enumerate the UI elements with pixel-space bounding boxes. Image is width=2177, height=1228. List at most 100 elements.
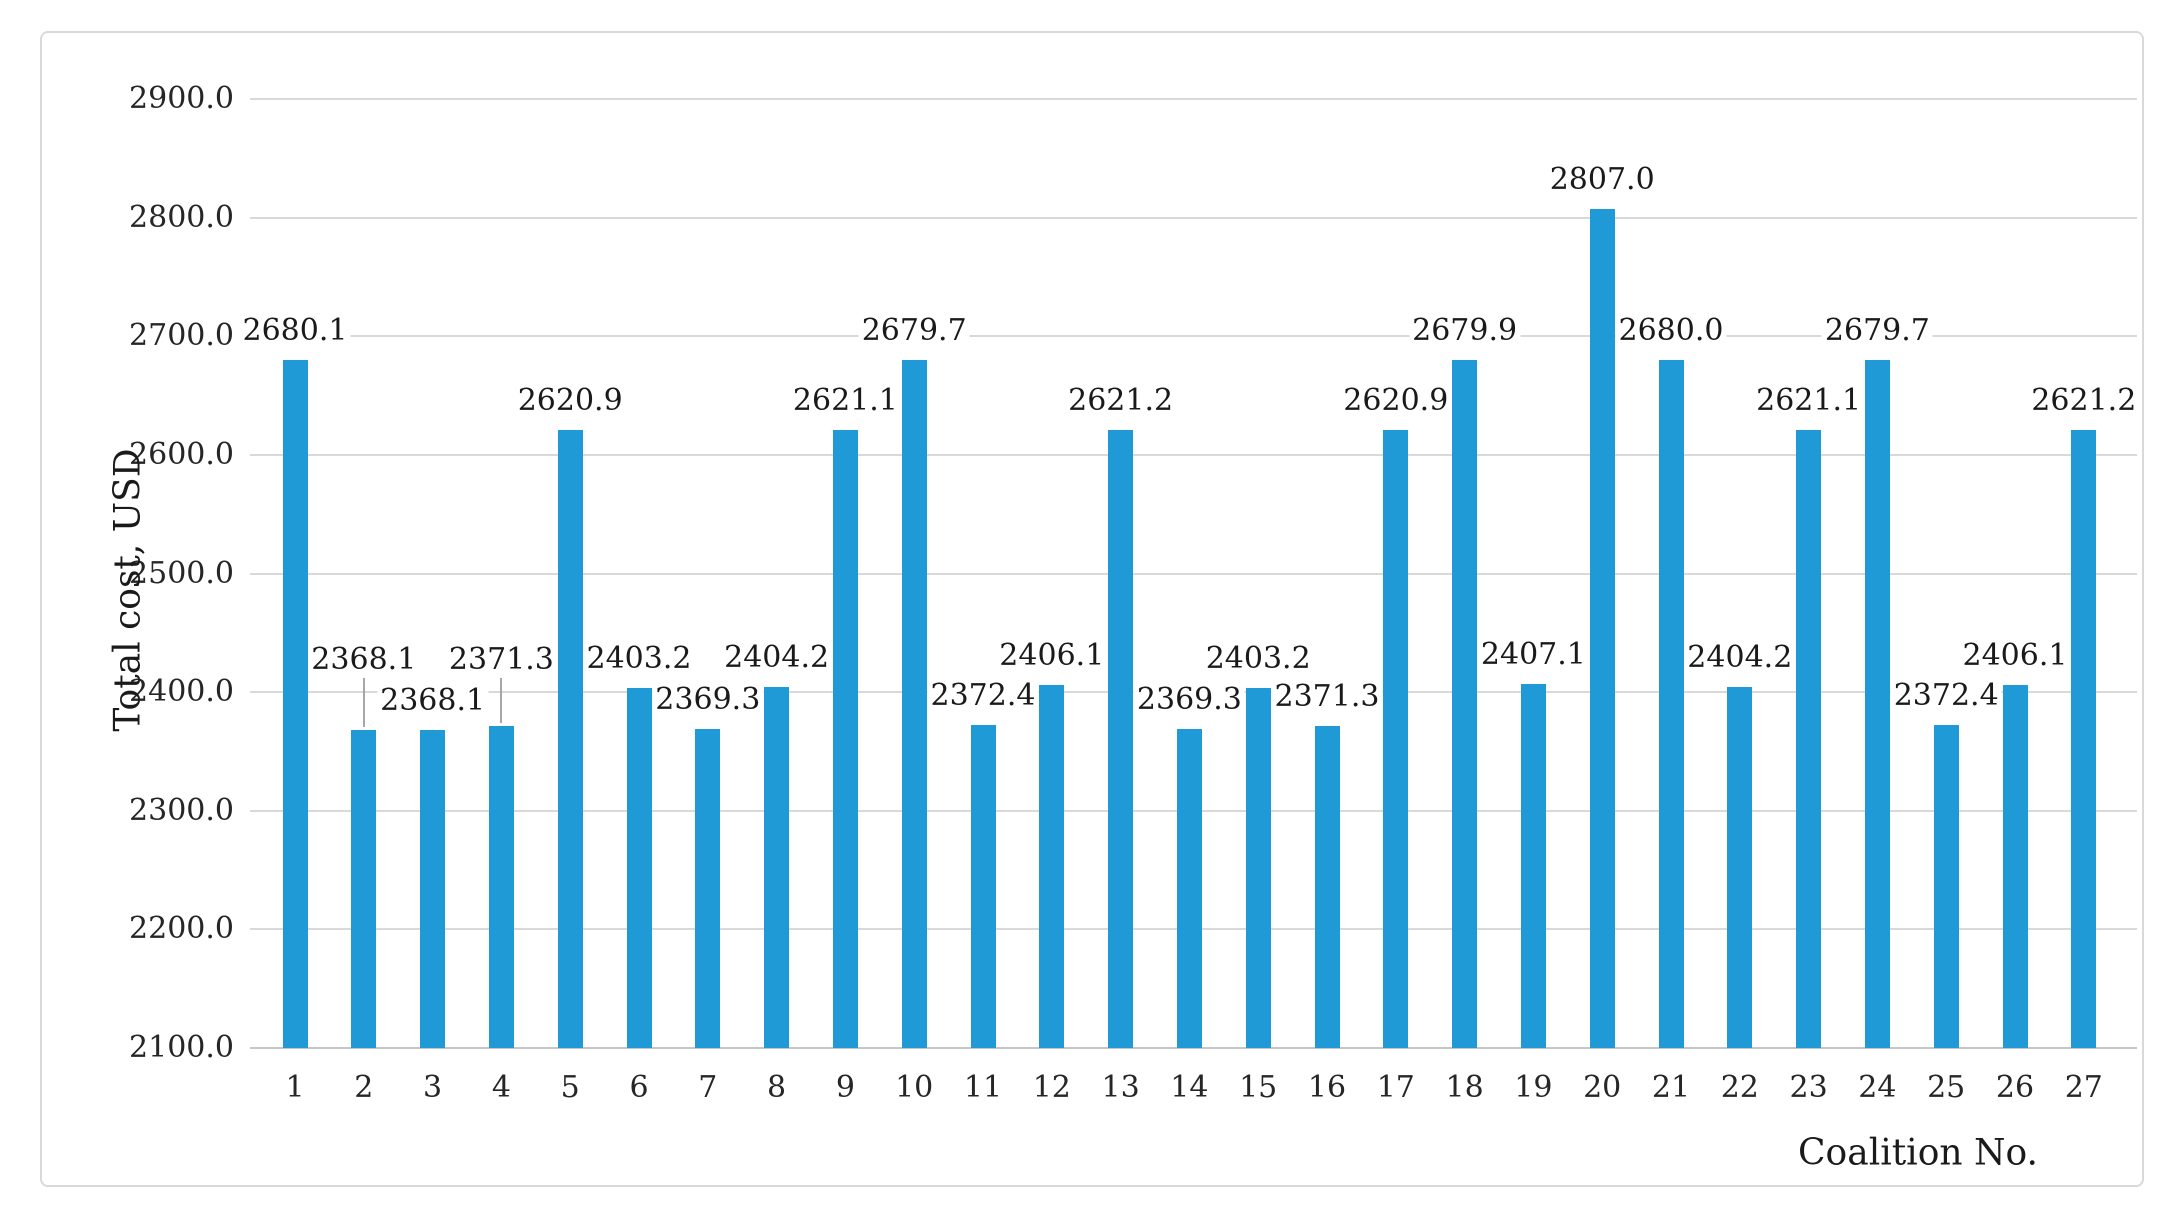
y-tick-label: 2900.0 xyxy=(129,81,234,116)
x-tick-label: 9 xyxy=(835,1070,855,1105)
bar-value-label: 2406.1 xyxy=(1959,637,2071,674)
y-tick-label: 2100.0 xyxy=(129,1030,234,1065)
bar-5 xyxy=(557,430,583,1048)
x-tick-label: 22 xyxy=(1720,1070,1759,1105)
x-tick-label: 15 xyxy=(1239,1070,1278,1105)
gridline xyxy=(250,98,2137,100)
bar-value-label: 2679.7 xyxy=(858,313,970,350)
bar-21 xyxy=(1658,359,1684,1048)
bar-value-label: 2620.9 xyxy=(1340,383,1452,420)
bar-8 xyxy=(764,687,790,1048)
x-tick-label: 1 xyxy=(285,1070,305,1105)
bar-value-label: 2621.1 xyxy=(789,382,901,419)
x-tick-label: 12 xyxy=(1032,1070,1071,1105)
x-tick-label: 11 xyxy=(963,1070,1003,1105)
bar-value-label: 2407.1 xyxy=(1477,636,1589,673)
x-tick-label: 14 xyxy=(1170,1070,1209,1105)
x-tick-label: 16 xyxy=(1307,1070,1347,1105)
bar-value-label: 2621.2 xyxy=(2028,382,2140,419)
x-tick-label: 18 xyxy=(1445,1070,1484,1105)
x-tick-label: 13 xyxy=(1101,1070,1140,1105)
bar-value-label: 2372.4 xyxy=(1890,677,2002,714)
x-tick-label: 5 xyxy=(560,1070,580,1105)
gridline xyxy=(250,572,2137,575)
bar-27 xyxy=(2071,429,2097,1048)
gridline xyxy=(250,335,2137,338)
bar-6 xyxy=(626,688,652,1048)
bar-10 xyxy=(901,360,927,1048)
bar-23 xyxy=(1796,429,1822,1048)
x-tick-label: 4 xyxy=(491,1070,511,1105)
bar-20 xyxy=(1589,209,1615,1048)
x-axis-title: Coalition No. xyxy=(1798,1132,2038,1174)
x-tick-label: 8 xyxy=(767,1070,787,1105)
label-leader-line xyxy=(362,678,365,727)
x-tick-label: 20 xyxy=(1583,1070,1622,1105)
bar-3 xyxy=(420,729,446,1048)
x-tick-label: 25 xyxy=(1927,1070,1966,1105)
x-tick-label: 26 xyxy=(1995,1070,2035,1105)
bar-15 xyxy=(1245,688,1271,1048)
x-tick-label: 23 xyxy=(1789,1070,1828,1105)
x-tick-label: 10 xyxy=(895,1070,934,1105)
bar-2 xyxy=(351,729,377,1048)
bar-value-label: 2403.2 xyxy=(583,641,695,678)
gridline xyxy=(250,453,2137,456)
bar-11 xyxy=(970,724,996,1048)
y-tick-label: 2600.0 xyxy=(129,436,234,472)
y-tick-label: 2800.0 xyxy=(129,199,234,235)
y-tick-label: 2700.0 xyxy=(129,318,234,354)
x-axis-line xyxy=(250,1047,2137,1049)
bar-14 xyxy=(1176,728,1202,1048)
y-tick-label: 2200.0 xyxy=(129,911,234,947)
bar-value-label: 2372.4 xyxy=(927,677,1039,714)
y-tick-label: 2400.0 xyxy=(129,674,234,710)
y-tick-label: 2500.0 xyxy=(129,555,234,591)
bar-value-label: 2679.7 xyxy=(1821,313,1933,350)
bar-16 xyxy=(1314,726,1340,1048)
x-tick-label: 17 xyxy=(1376,1070,1415,1105)
bar-value-label: 2621.2 xyxy=(1065,382,1177,419)
x-tick-label: 21 xyxy=(1651,1070,1691,1105)
bar-value-label: 2403.2 xyxy=(1202,641,1314,678)
x-tick-label: 7 xyxy=(698,1070,718,1105)
bar-19 xyxy=(1520,683,1546,1048)
x-tick-label: 19 xyxy=(1514,1070,1553,1105)
x-tick-label: 2 xyxy=(354,1070,374,1105)
bar-1 xyxy=(282,359,308,1048)
bar-18 xyxy=(1452,360,1478,1048)
x-tick-label: 24 xyxy=(1858,1070,1897,1105)
gridline xyxy=(250,216,2137,219)
bar-value-label: 2404.2 xyxy=(1684,640,1796,677)
bar-7 xyxy=(695,728,721,1048)
bar-value-label: 2371.3 xyxy=(445,642,557,678)
bar-value-label: 2679.9 xyxy=(1409,313,1521,350)
bar-value-label: 2368.1 xyxy=(377,682,489,719)
x-tick-label: 27 xyxy=(2064,1070,2103,1105)
bar-value-label: 2371.3 xyxy=(1271,679,1383,716)
bar-17 xyxy=(1383,430,1409,1048)
bar-value-label: 2368.1 xyxy=(308,642,420,678)
x-tick-label: 6 xyxy=(629,1070,649,1105)
bar-value-label: 2369.3 xyxy=(1133,681,1245,718)
x-tick-label: 3 xyxy=(423,1070,443,1105)
bar-value-label: 2680.1 xyxy=(239,312,351,349)
chart-frame: 2100.0 2200.0 2300.0 2400.0 2500.0 2600.0 2700… xyxy=(40,31,2144,1187)
bar-value-label: 2621.1 xyxy=(1753,382,1865,419)
bar-26 xyxy=(2002,684,2028,1048)
bar-value-label: 2404.2 xyxy=(721,640,833,677)
bar-value-label: 2406.1 xyxy=(996,637,1108,674)
bar-24 xyxy=(1864,360,1890,1048)
bar-4 xyxy=(488,726,514,1048)
bar-25 xyxy=(1933,724,1959,1048)
bar-value-label: 2620.9 xyxy=(514,383,626,420)
bar-13 xyxy=(1108,429,1134,1048)
y-tick-label: 2300.0 xyxy=(129,792,234,828)
bar-12 xyxy=(1039,684,1065,1048)
label-leader-line xyxy=(500,678,503,724)
bar-value-label: 2369.3 xyxy=(652,681,764,718)
bar-value-label: 2807.0 xyxy=(1546,162,1658,199)
bar-value-label: 2680.0 xyxy=(1615,312,1727,349)
y-axis-title: Total cost, USD xyxy=(107,448,149,732)
